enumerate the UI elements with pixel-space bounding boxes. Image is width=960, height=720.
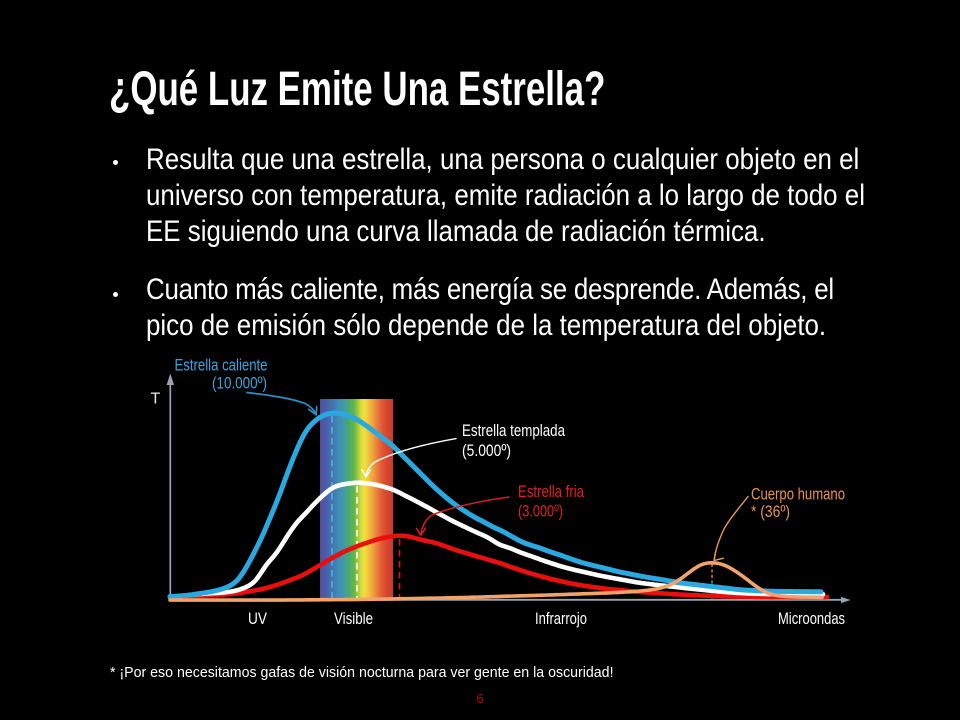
svg-text:(5.000º): (5.000º) bbox=[462, 442, 511, 460]
svg-text:Visible: Visible bbox=[334, 609, 373, 628]
svg-text:Microondas: Microondas bbox=[778, 609, 845, 628]
svg-text:(3.000º): (3.000º) bbox=[518, 503, 563, 521]
svg-text:UV: UV bbox=[248, 609, 268, 628]
svg-text:Estrella caliente: Estrella caliente bbox=[175, 357, 268, 375]
svg-text:Cuerpo humano: Cuerpo humano bbox=[751, 486, 845, 504]
svg-text:Estrella templada: Estrella templada bbox=[462, 422, 566, 440]
svg-text:Infrarrojo: Infrarrojo bbox=[535, 609, 587, 628]
svg-text:(10.000º): (10.000º) bbox=[212, 375, 267, 393]
svg-text:* (36º): * (36º) bbox=[751, 503, 790, 521]
svg-text:Estrella fria: Estrella fria bbox=[518, 483, 585, 501]
svg-text:T: T bbox=[151, 391, 161, 408]
